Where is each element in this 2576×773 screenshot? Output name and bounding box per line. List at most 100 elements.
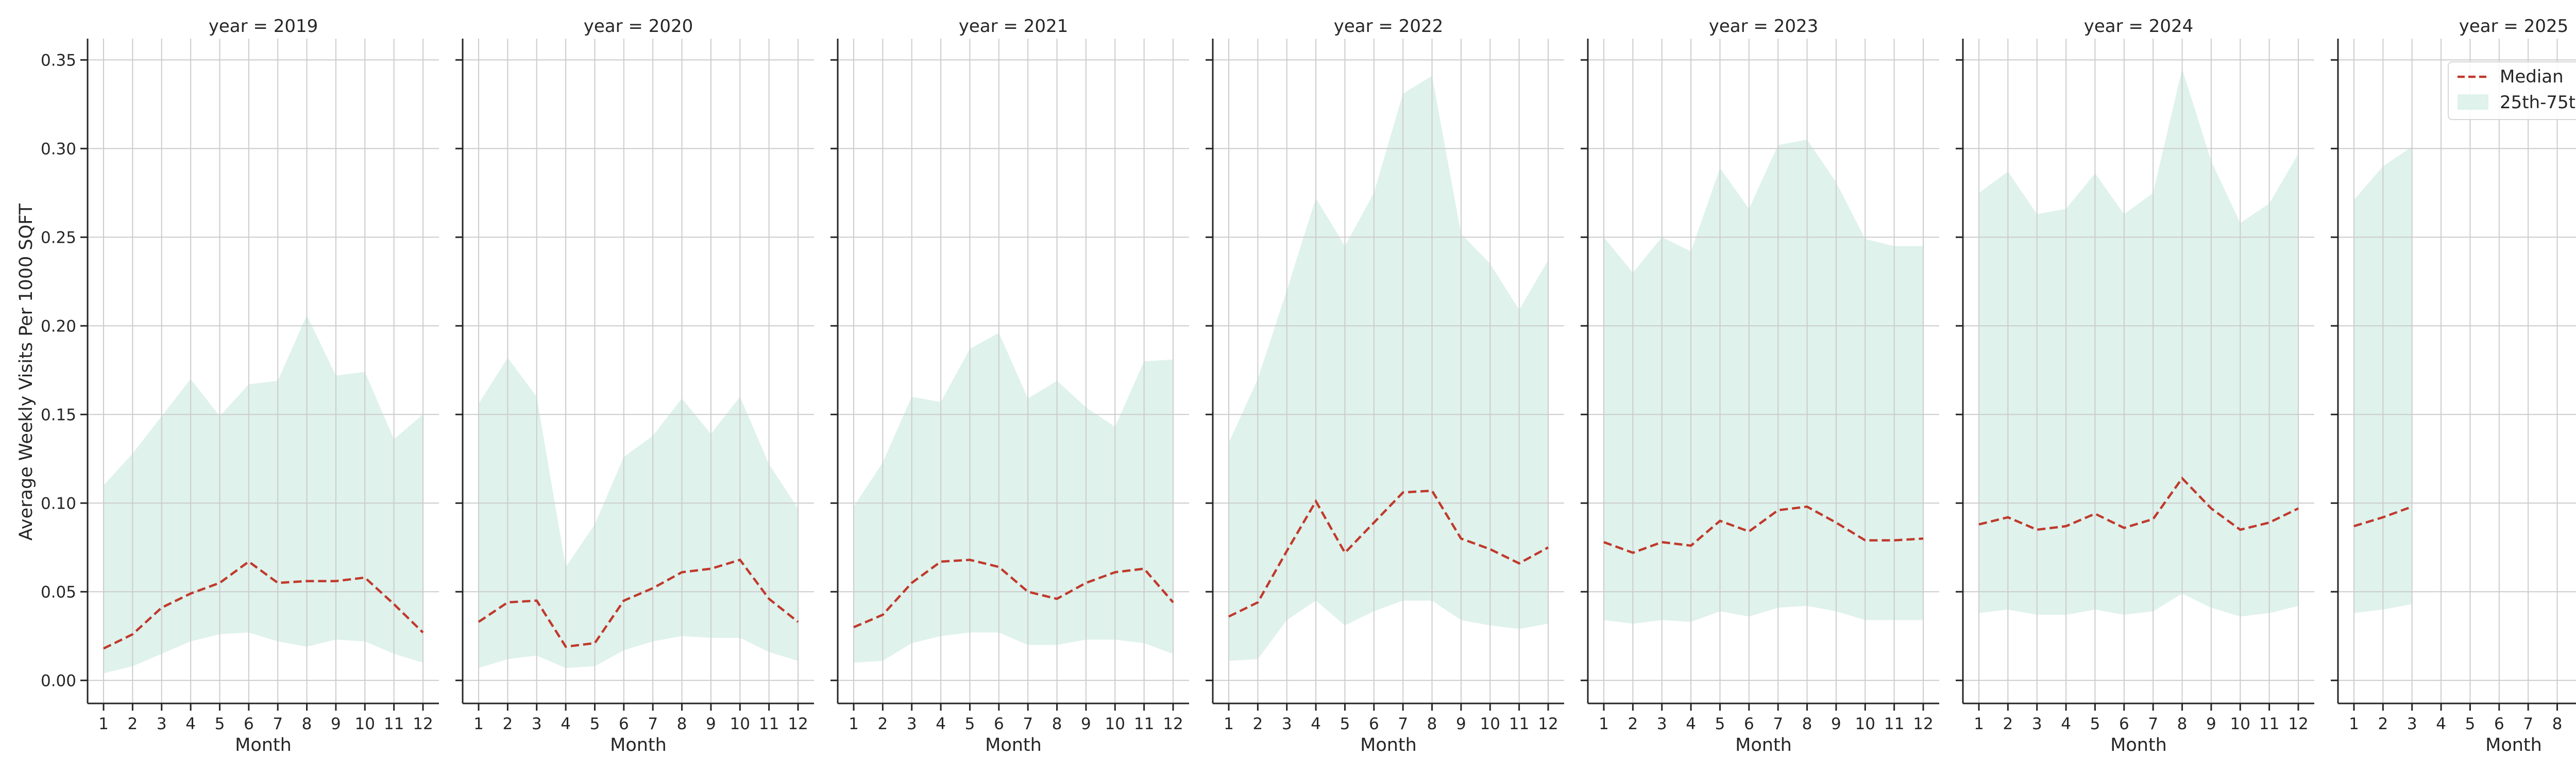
x-tick-label: 7 bbox=[1773, 715, 1783, 733]
x-axis-label: Month bbox=[2485, 735, 2542, 755]
x-axis-label: Month bbox=[610, 735, 667, 755]
x-tick-label: 5 bbox=[590, 715, 600, 733]
x-axis-label: Month bbox=[1360, 735, 1417, 755]
x-tick-label: 9 bbox=[1831, 715, 1841, 733]
x-tick-label: 11 bbox=[2259, 715, 2279, 733]
x-tick-label: 10 bbox=[355, 715, 375, 733]
x-tick-label: 2 bbox=[2378, 715, 2388, 733]
y-tick-label: 0.30 bbox=[41, 140, 76, 158]
x-tick-label: 8 bbox=[1802, 715, 1812, 733]
x-tick-label: 11 bbox=[1509, 715, 1529, 733]
median-line-0 bbox=[103, 560, 424, 650]
x-tick-label: 10 bbox=[1855, 715, 1875, 733]
x-tick-label: 1 bbox=[1974, 715, 1984, 733]
facet-title: year = 2023 bbox=[1709, 16, 1818, 37]
x-tick-label: 5 bbox=[1340, 715, 1350, 733]
x-tick-label: 1 bbox=[1224, 715, 1234, 733]
x-tick-label: 10 bbox=[730, 715, 750, 733]
x-tick-label: 1 bbox=[2349, 715, 2359, 733]
median-line-5 bbox=[1978, 476, 2299, 531]
percentile-band-4 bbox=[1604, 140, 1923, 624]
x-tick-label: 4 bbox=[1311, 715, 1321, 733]
x-tick-label: 3 bbox=[532, 715, 542, 733]
x-tick-label: 8 bbox=[1427, 715, 1437, 733]
x-tick-label: 1 bbox=[1599, 715, 1609, 733]
x-tick-label: 11 bbox=[759, 715, 779, 733]
y-tick-label: 0.20 bbox=[41, 317, 76, 335]
x-tick-label: 7 bbox=[1023, 715, 1033, 733]
x-tick-label: 6 bbox=[244, 715, 254, 733]
x-axis-label: Month bbox=[1735, 735, 1792, 755]
legend-band-label: 25th-75th Percentile bbox=[2500, 92, 2576, 113]
y-tick-label: 0.15 bbox=[41, 406, 76, 424]
x-tick-label: 10 bbox=[1105, 715, 1125, 733]
x-tick-label: 10 bbox=[2230, 715, 2250, 733]
x-tick-label: 11 bbox=[384, 715, 404, 733]
percentile-band-1 bbox=[479, 358, 798, 668]
x-tick-label: 2 bbox=[2003, 715, 2013, 733]
x-tick-label: 12 bbox=[2288, 715, 2308, 733]
y-tick-label: 0.05 bbox=[41, 583, 76, 601]
x-tick-label: 4 bbox=[1686, 715, 1696, 733]
percentile-band-0 bbox=[104, 315, 423, 674]
x-tick-label: 4 bbox=[936, 715, 946, 733]
x-tick-label: 7 bbox=[2148, 715, 2158, 733]
x-tick-label: 2 bbox=[502, 715, 513, 733]
x-tick-label: 3 bbox=[1657, 715, 1667, 733]
x-tick-label: 12 bbox=[1538, 715, 1558, 733]
x-tick-label: 5 bbox=[215, 715, 225, 733]
x-tick-label: 8 bbox=[302, 715, 312, 733]
x-tick-label: 6 bbox=[619, 715, 629, 733]
x-tick-label: 2 bbox=[127, 715, 138, 733]
x-tick-label: 5 bbox=[2465, 715, 2476, 733]
x-tick-label: 8 bbox=[2177, 715, 2188, 733]
x-tick-label: 3 bbox=[2407, 715, 2417, 733]
facet-title: year = 2021 bbox=[959, 16, 1068, 37]
y-tick-label: 0.35 bbox=[41, 51, 76, 70]
x-tick-label: 4 bbox=[2061, 715, 2071, 733]
x-tick-label: 3 bbox=[907, 715, 917, 733]
x-tick-label: 12 bbox=[788, 715, 808, 733]
x-tick-label: 1 bbox=[473, 715, 484, 733]
x-tick-label: 12 bbox=[1913, 715, 1933, 733]
percentile-band-2 bbox=[854, 333, 1173, 663]
median-line-4 bbox=[1603, 505, 1924, 554]
x-tick-label: 7 bbox=[648, 715, 658, 733]
x-tick-label: 6 bbox=[994, 715, 1004, 733]
x-tick-label: 3 bbox=[2032, 715, 2042, 733]
x-tick-label: 8 bbox=[677, 715, 687, 733]
x-tick-label: 10 bbox=[1480, 715, 1500, 733]
x-tick-label: 11 bbox=[1884, 715, 1904, 733]
x-tick-label: 2 bbox=[1252, 715, 1263, 733]
y-tick-label: 0.25 bbox=[41, 228, 76, 247]
x-tick-label: 9 bbox=[2206, 715, 2216, 733]
facet-title: year = 2024 bbox=[2084, 16, 2193, 37]
x-tick-label: 6 bbox=[1744, 715, 1754, 733]
x-tick-label: 5 bbox=[2090, 715, 2100, 733]
x-tick-label: 11 bbox=[1134, 715, 1154, 733]
y-tick-label: 0.10 bbox=[41, 494, 76, 513]
x-tick-label: 1 bbox=[98, 715, 109, 733]
x-axis-label: Month bbox=[2110, 735, 2167, 755]
legend-band-swatch bbox=[2458, 94, 2488, 110]
legend-median-label: Median bbox=[2500, 66, 2564, 87]
percentile-band-3 bbox=[1229, 76, 1548, 661]
x-tick-label: 12 bbox=[413, 715, 433, 733]
x-tick-label: 8 bbox=[2552, 715, 2563, 733]
x-axis-label: Month bbox=[985, 735, 1042, 755]
x-tick-label: 9 bbox=[1081, 715, 1091, 733]
x-tick-label: 3 bbox=[157, 715, 167, 733]
x-tick-label: 5 bbox=[1715, 715, 1725, 733]
x-axis-label: Month bbox=[235, 735, 292, 755]
x-tick-label: 8 bbox=[1052, 715, 1062, 733]
x-tick-label: 9 bbox=[706, 715, 716, 733]
x-tick-label: 5 bbox=[965, 715, 975, 733]
x-tick-label: 7 bbox=[1398, 715, 1408, 733]
median-line-1 bbox=[478, 558, 799, 648]
x-tick-label: 6 bbox=[1369, 715, 1379, 733]
x-tick-label: 7 bbox=[2523, 715, 2533, 733]
x-tick-label: 4 bbox=[2436, 715, 2446, 733]
x-tick-label: 4 bbox=[185, 715, 196, 733]
x-tick-label: 2 bbox=[1628, 715, 1638, 733]
median-line-3 bbox=[1228, 489, 1549, 618]
